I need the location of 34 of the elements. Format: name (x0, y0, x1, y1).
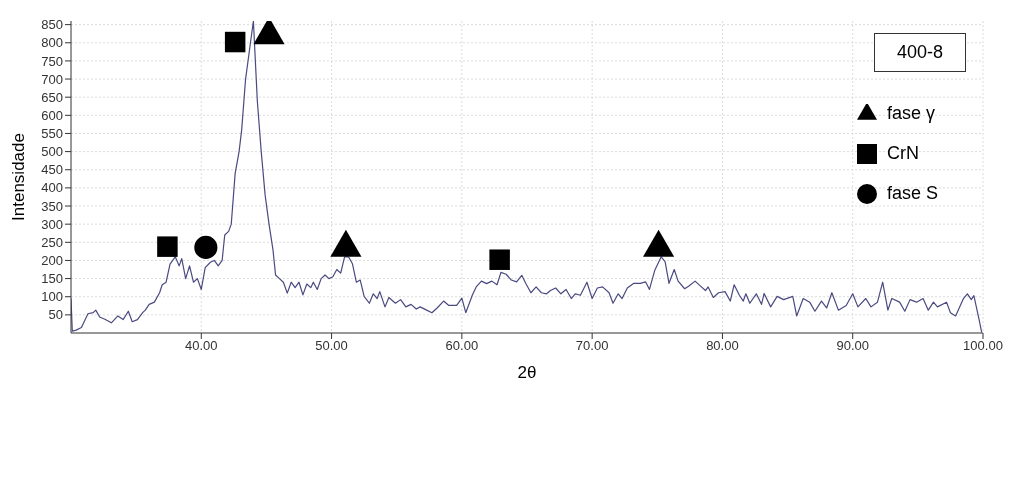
text-box: 400-8 (873, 33, 966, 72)
y-tick-label: 750 (41, 53, 63, 69)
x-tick-label: 80.00 (706, 338, 739, 354)
x-tick-label: 40.00 (185, 338, 218, 354)
y-tick-label: 550 (41, 126, 63, 142)
point (489, 249, 510, 270)
x-tick-label: 70.00 (575, 338, 609, 354)
y-tick-label: 150 (41, 271, 63, 287)
x-tick-label: 90.00 (836, 338, 869, 354)
y-tick-label: 250 (41, 234, 63, 250)
y-tick-label: 650 (41, 89, 63, 105)
point (194, 235, 218, 259)
y-tick-label: 850 (41, 17, 63, 33)
point (224, 31, 246, 53)
x-axis-title: 2θ (517, 363, 537, 382)
y-tick-label: 600 (41, 107, 63, 123)
x-tick-label: 100.00 (963, 338, 1003, 354)
legend-label: fase S (886, 183, 938, 203)
y-tick-label: 100 (41, 289, 63, 305)
y-tick-label: 300 (41, 216, 63, 232)
y-tick-label: 700 (41, 71, 63, 87)
x-tick-label: 60.00 (445, 338, 479, 354)
y-tick-label: 50 (48, 307, 63, 323)
x-tick-label: 50.00 (315, 338, 348, 354)
y-tick-label: 350 (41, 198, 63, 214)
y-tick-label: 800 (41, 35, 63, 51)
legend-label: CrN (886, 143, 919, 163)
y-tick-label: 400 (41, 180, 63, 196)
y-tick-label: 450 (41, 162, 63, 178)
y-tick-label: 500 (41, 144, 63, 160)
y-axis-title: Intensidade (9, 133, 29, 221)
y-tick-label: 200 (41, 253, 63, 269)
point (157, 236, 178, 257)
legend-label: fase γ (886, 103, 935, 123)
